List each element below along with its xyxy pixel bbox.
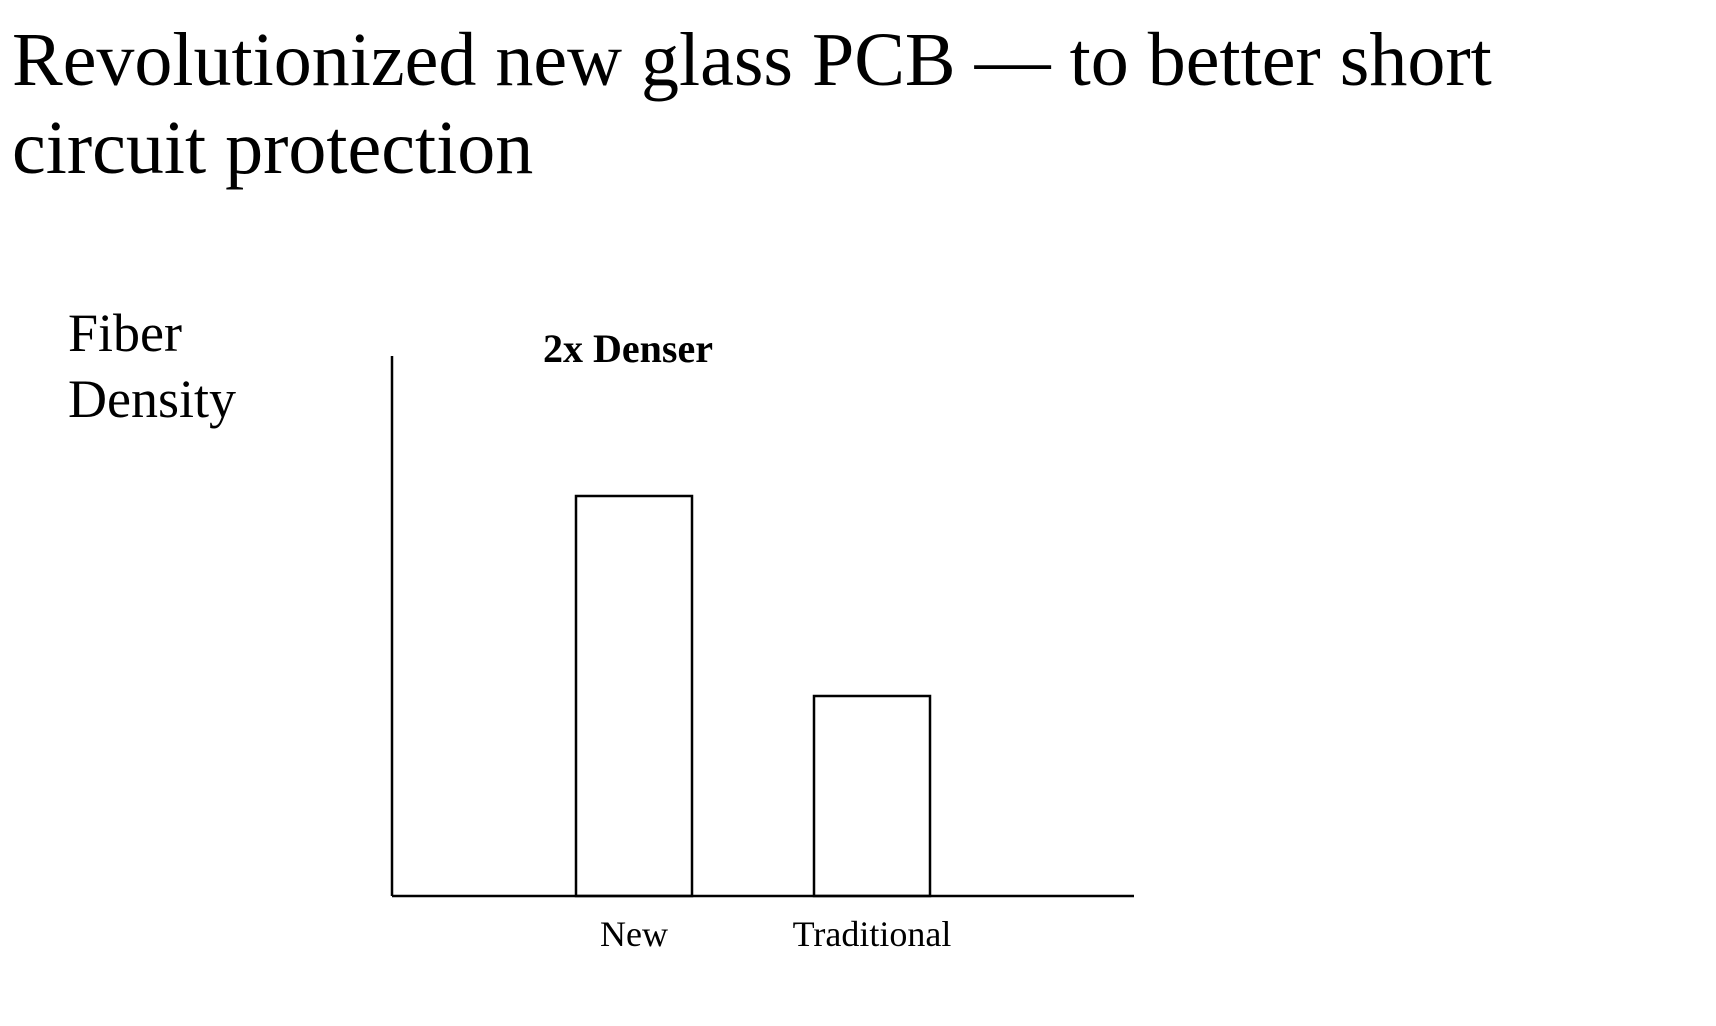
bars-layer bbox=[574, 494, 932, 898]
slide-title: Revolutionized new glass PCB — to better… bbox=[12, 18, 1492, 190]
annotation-label: 2x Denser bbox=[543, 326, 713, 371]
y-axis-label: Fiber Density bbox=[68, 303, 236, 429]
x-tick-label-traditional: Traditional bbox=[793, 914, 952, 954]
bar-traditional bbox=[812, 694, 932, 898]
x-tick-label-new: New bbox=[600, 914, 668, 954]
bar-new bbox=[574, 494, 694, 898]
labels-layer: New Traditional 2x Denser bbox=[543, 326, 951, 954]
